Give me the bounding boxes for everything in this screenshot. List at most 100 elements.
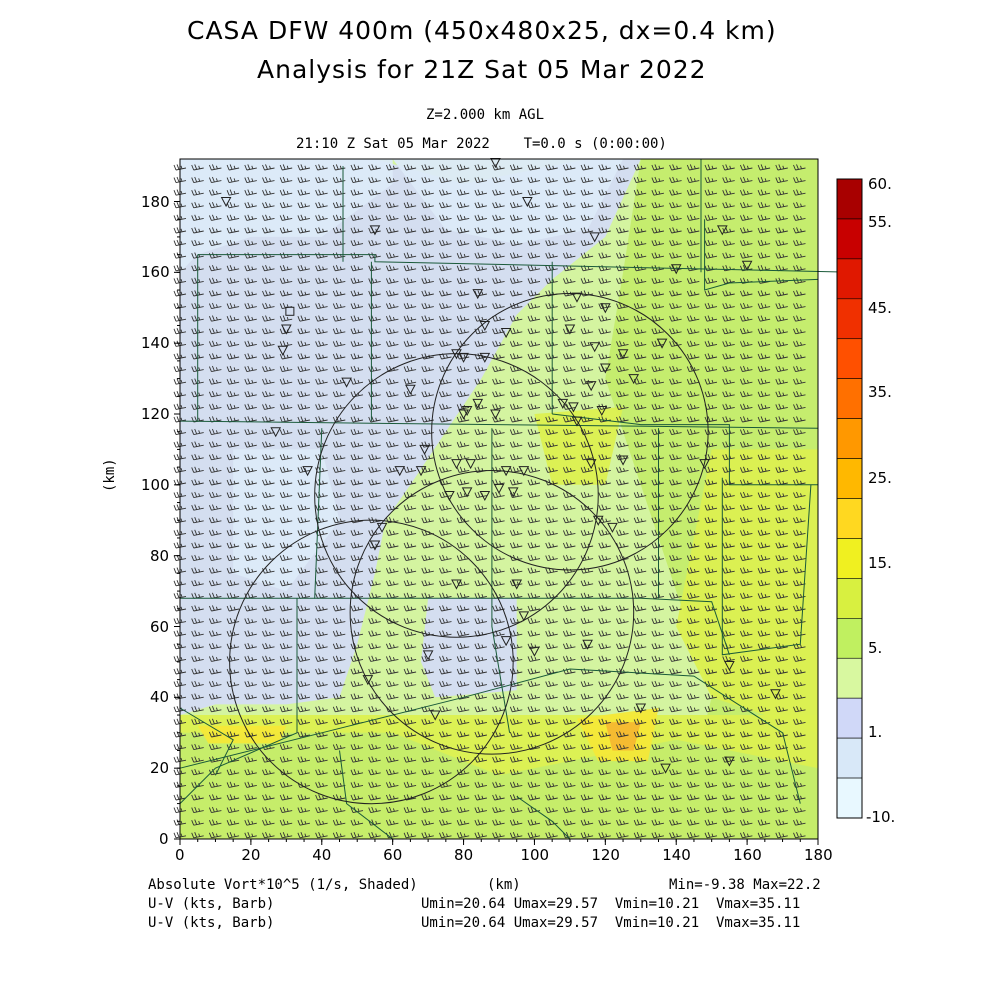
wind-barb [350,416,364,423]
station-marker [490,409,501,420]
wind-barb [757,655,771,662]
wind-barb [509,504,523,511]
station-marker [582,639,593,650]
wind-barb [244,428,257,436]
wind-barb [704,164,718,171]
wind-barb [651,630,664,637]
wind-barb [492,567,505,574]
wind-barb [332,643,346,650]
wind-barb [669,630,682,637]
wind-barb [421,252,434,259]
wind-barb [208,176,222,184]
wind-barb [492,517,505,524]
wind-barb [509,353,523,360]
station-marker [500,636,512,647]
wind-barb [474,554,487,562]
wind-barb [669,680,682,688]
wind-barb [385,554,399,562]
wind-barb [385,668,399,675]
wind-barb [793,252,806,259]
wind-barb [492,756,505,763]
station-marker [472,398,484,409]
wind-barb [262,693,275,700]
wind-barb [262,580,275,587]
wind-barb [315,643,328,650]
wind-barb [492,504,505,511]
wind-barb [315,239,328,247]
wind-barb [562,769,576,776]
wind-barb [439,290,452,297]
wind-barb [350,554,364,562]
wind-barb [527,718,541,725]
wind-barb [403,214,417,221]
wind-barb [739,655,753,662]
wind-barb [456,832,470,839]
wind-barb [262,617,275,625]
wind-barb [509,542,523,549]
wind-barb [403,743,417,751]
wind-barb [739,302,753,310]
wind-barb [208,441,222,448]
wind-barb [686,428,700,436]
wind-barb [439,164,452,171]
wind-barb [474,806,487,814]
wind-barb [616,706,629,713]
wind-barb [191,265,204,272]
wind-barb [403,605,417,612]
wind-barb [686,655,700,662]
wind-barb [474,592,487,599]
wind-barb [739,340,753,347]
wind-barb [793,340,806,347]
wind-barb [368,479,381,486]
wind-barb [368,428,381,436]
wind-barb [651,277,664,284]
wind-barb [669,668,682,675]
wind-barb [403,277,417,284]
wind-barb [545,202,558,209]
wind-barb [421,491,434,499]
wind-barb [669,806,682,814]
wind-barb [651,378,664,385]
wind-barb [262,252,275,259]
wind-barb [262,806,275,814]
wind-barb [580,340,594,347]
wind-barb [616,479,629,486]
wind-barb [191,491,204,499]
wind-barb [704,239,718,247]
wind-barb [350,202,364,209]
wind-barb [368,567,381,574]
wind-barb [704,340,718,347]
wind-barb [757,365,771,373]
wind-barb [262,504,275,511]
wind-barb [226,265,240,272]
wind-barb [297,491,310,499]
wind-barb [757,806,771,814]
wind-barb [208,781,222,788]
wind-barb [385,328,399,335]
wind-barb [527,176,541,184]
wind-barb [757,227,771,234]
wind-barb [739,832,753,839]
wind-barb [527,466,541,473]
wind-barb [492,265,505,272]
station-marker [670,264,682,275]
wind-barb [722,176,735,184]
wind-barb [350,668,364,675]
vorticity-field [180,159,818,839]
wind-barb [191,731,204,738]
wind-barb [598,832,611,839]
wind-barb [315,479,328,486]
wind-barb [385,769,399,776]
wind-barb [244,391,257,398]
wind-barb [385,542,399,549]
wind-barb [580,416,594,423]
wind-barb [616,378,629,385]
wind-barb [315,378,328,385]
wind-barb [403,189,417,196]
wind-barb [208,202,222,209]
wind-barb [208,731,222,738]
wind-barb [598,504,611,511]
wind-barb [403,428,417,436]
level-label: Z=2.000 km AGL [426,107,545,123]
wind-barb [509,227,523,234]
